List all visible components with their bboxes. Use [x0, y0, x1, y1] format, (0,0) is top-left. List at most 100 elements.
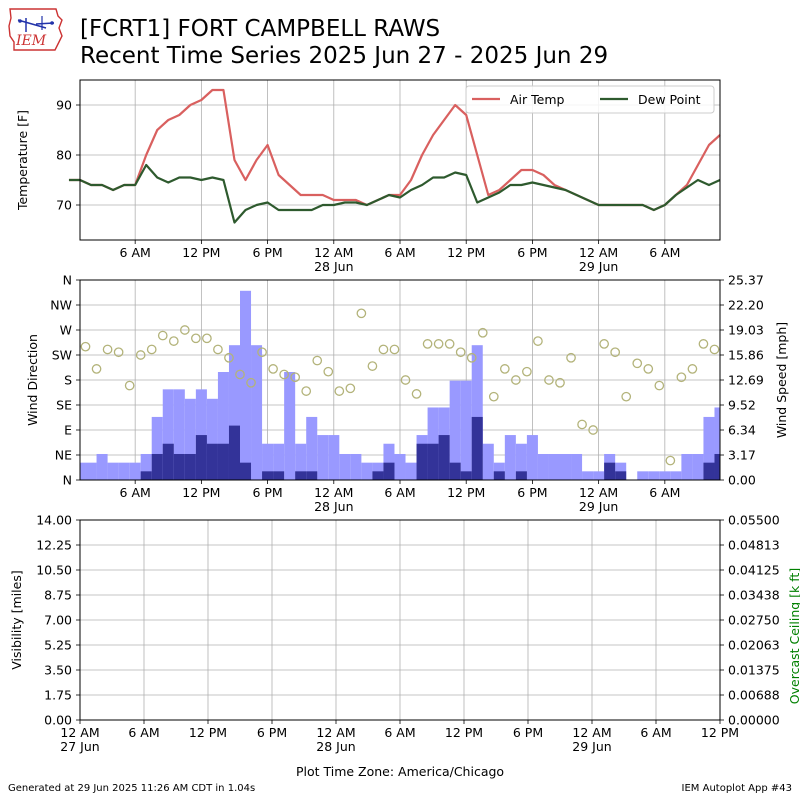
- wind-direction-point: [179, 325, 190, 335]
- wind-gust-bar: [162, 389, 174, 480]
- wind-speed-bar: [162, 443, 174, 480]
- vis-xtick-label: 12 PM: [701, 725, 739, 740]
- wind-speed-bar: [217, 443, 229, 480]
- wind-speed-bar: [427, 443, 439, 480]
- temp-xtick-label: 12 PM: [182, 245, 220, 260]
- wind-direction-point: [345, 383, 356, 394]
- temp-xtick-label: 6 AM: [649, 245, 680, 260]
- wind-speed-bar: [493, 471, 505, 480]
- vis-xtick-label: 6 AM: [384, 725, 415, 740]
- wind-direction-point: [246, 377, 256, 388]
- wind-direction-point: [268, 364, 278, 374]
- x-axis-timezone-label: Plot Time Zone: America/Chicago: [296, 764, 504, 779]
- wind-direction-point: [202, 333, 212, 344]
- wind-dir-tick-label: SW: [52, 348, 72, 363]
- logo-text: IEM: [15, 33, 47, 49]
- temp-xtick-label: 12 AM: [314, 245, 353, 260]
- wind-gust-bar: [273, 443, 285, 480]
- wind-direction-point: [411, 389, 422, 399]
- wind-gust-bar: [361, 462, 373, 480]
- wind-gust-bar: [262, 443, 274, 480]
- wind-gust-bar: [295, 443, 307, 480]
- ceiling-axis-label: Overcast Ceiling [k ft]: [787, 568, 800, 704]
- wind-speed-bar: [184, 453, 196, 480]
- ceiling-ytick-label: 0.00000: [728, 713, 780, 728]
- wind-speed-bar: [295, 471, 307, 480]
- wind-xtick-label: 12 PM: [182, 485, 220, 500]
- wind-speed-tick-label: 6.34: [728, 423, 756, 438]
- vis-xtick-label: 12 AM: [316, 725, 355, 740]
- wind-speed-tick-label: 12.69: [728, 373, 764, 388]
- wind-direction-point: [654, 380, 665, 391]
- ceiling-ytick-label: 0.02063: [728, 638, 780, 653]
- wind-gust-bar: [648, 471, 660, 480]
- vis-xtick-label: 12 PM: [445, 725, 483, 740]
- wind-speed-bar: [195, 435, 207, 480]
- wind-dir-tick-label: W: [60, 323, 72, 338]
- vis-xtick-label: 12 AM: [60, 725, 99, 740]
- wind-direction-point: [455, 347, 466, 358]
- wind-gust-bar: [405, 462, 417, 480]
- title-line-1: [FCRT1] FORT CAMPBELL RAWS: [80, 16, 441, 42]
- wind-gust-bar: [637, 471, 649, 480]
- wind-speed-bar: [438, 435, 450, 480]
- wind-dir-tick-label: NW: [50, 298, 72, 313]
- wind-direction-point: [80, 341, 91, 352]
- wind-direction-point: [709, 344, 720, 355]
- wind-direction-point: [146, 344, 157, 355]
- wind-gust-bar: [206, 398, 218, 480]
- wind-direction-point: [422, 339, 433, 349]
- wind-direction-point: [191, 333, 201, 344]
- wind-direction-point: [588, 425, 598, 435]
- wind-gust-bar: [184, 398, 196, 480]
- vis-ytick-label: 7.00: [44, 613, 72, 628]
- temp-xtick-label: 12 PM: [447, 245, 485, 260]
- wind-direction-point: [610, 347, 621, 358]
- wind-gust-bar: [526, 435, 538, 480]
- wind-speed-bar: [140, 471, 152, 480]
- wind-gust-bar: [471, 345, 483, 480]
- wind-direction-point: [279, 369, 289, 380]
- temp-ytick-label: 70: [56, 198, 72, 213]
- wind-speed-bar: [173, 453, 185, 480]
- visibility-panel: 0.00 0.00000 1.75 0.00688 3.50 0.01375 5.25 0.0…: [9, 513, 800, 780]
- vis-xtick-sublabel: 27 Jun: [60, 739, 99, 754]
- wind-direction-point: [334, 386, 345, 396]
- wind-speed-bar: [449, 462, 461, 480]
- ceiling-ytick-label: 0.01375: [728, 663, 780, 678]
- wind-speed-bar: [383, 462, 395, 480]
- wind-gust-bar: [151, 416, 163, 480]
- wind-dir-tick-label: NE: [55, 448, 72, 463]
- wind-gust-bar: [217, 371, 229, 480]
- vis-xtick-label: 12 AM: [572, 725, 611, 740]
- vis-xtick-label: 12 PM: [189, 725, 227, 740]
- wind-xtick-label: 6 PM: [252, 485, 282, 500]
- wind-direction-point: [257, 347, 267, 358]
- wind-direction-point: [91, 364, 102, 374]
- temp-xtick-label: 12 AM: [579, 245, 618, 260]
- footer-app-id: IEM Autoplot App #43: [681, 783, 792, 794]
- wind-direction-point: [168, 336, 179, 346]
- wind-gust-bar: [350, 453, 362, 480]
- wind-direction-point: [113, 347, 124, 358]
- wind-direction-point: [367, 361, 378, 371]
- wind-dir-tick-label: N: [63, 473, 72, 488]
- wind-gust-bar: [714, 407, 720, 480]
- wind-direction-point: [511, 375, 521, 385]
- wind-gust-bar: [118, 462, 130, 480]
- wind-gust-bar: [537, 453, 549, 480]
- page-title: [FCRT1] FORT CAMPBELL RAWS Recent Time S…: [80, 16, 608, 70]
- wind-gust-bar: [140, 453, 152, 480]
- wind-direction-point: [698, 339, 709, 349]
- wind-speed-bar: [306, 471, 318, 480]
- wind-gust-bar: [328, 435, 340, 480]
- wind-direction-point: [301, 386, 312, 396]
- wind-speed-bar: [515, 471, 527, 480]
- wind-xtick-label: 6 AM: [384, 485, 415, 500]
- wind-gust-bar: [670, 471, 682, 480]
- wind-gust-bar: [460, 380, 472, 480]
- wind-xtick-label: 6 AM: [649, 485, 680, 500]
- wind-gust-bar: [251, 345, 263, 480]
